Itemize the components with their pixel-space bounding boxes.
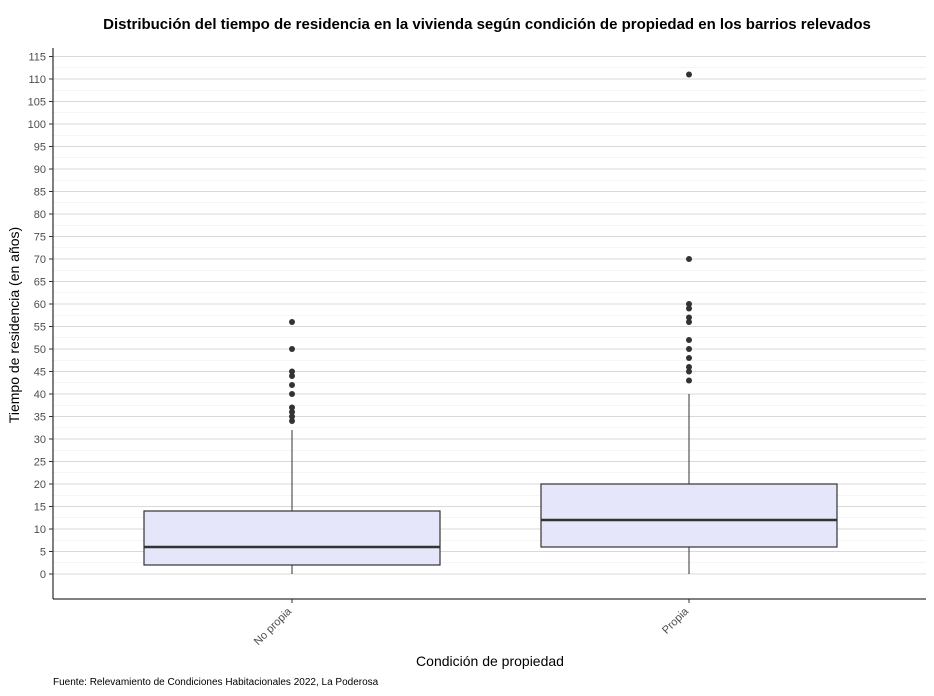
outlier-point	[289, 418, 295, 424]
y-tick-label: 60	[34, 299, 46, 311]
outlier-point	[289, 368, 295, 375]
outlier-point	[686, 377, 692, 384]
y-tick-label: 100	[28, 119, 46, 131]
iqr-box	[540, 483, 838, 548]
y-tick-label: 25	[34, 457, 46, 469]
outlier-point	[686, 71, 692, 78]
outlier-point	[289, 391, 295, 397]
y-tick-label: 20	[34, 479, 46, 491]
outlier-point	[686, 355, 692, 361]
axes	[52, 48, 926, 600]
y-tick-label: 80	[34, 209, 46, 221]
y-tick-label: 45	[34, 367, 46, 379]
x-axis-label: Condición de propiedad	[416, 653, 564, 669]
y-tick-label: 50	[34, 344, 46, 356]
outlier-point	[686, 314, 692, 321]
outlier-point	[686, 256, 692, 262]
outlier-point	[686, 346, 692, 352]
x-tick-label: No propia	[252, 605, 295, 648]
y-tick-label: 105	[28, 97, 46, 109]
y-tick-label: 15	[34, 502, 46, 514]
y-tick-label: 55	[34, 322, 46, 334]
outlier-point	[289, 319, 295, 325]
outlier-point	[289, 404, 295, 411]
y-tick-label: 95	[34, 142, 46, 154]
y-tick-label: 35	[34, 412, 46, 424]
y-tick-label: 65	[34, 277, 46, 289]
outlier-point	[289, 413, 295, 420]
outlier-point	[289, 346, 295, 352]
outlier-point	[686, 305, 692, 312]
outlier-point	[686, 368, 692, 375]
chart-caption: Fuente: Relevamiento de Condiciones Habi…	[53, 677, 379, 688]
outlier-point	[289, 409, 295, 415]
grid-lines	[53, 56, 926, 575]
y-axis-label: Tiempo de residencia (en años)	[6, 226, 22, 424]
outlier-point	[289, 373, 295, 379]
outlier-point	[686, 337, 692, 343]
boxes	[143, 71, 838, 574]
chart-title: Distribución del tiempo de residencia en…	[103, 16, 871, 33]
y-tick-label: 90	[34, 164, 46, 176]
y-tick-label: 110	[28, 74, 46, 86]
y-tick-label: 85	[34, 187, 46, 199]
outlier-point	[686, 301, 692, 307]
outlier-point	[686, 364, 692, 370]
y-tick-label: 0	[40, 569, 46, 581]
y-tick-label: 40	[34, 389, 46, 401]
y-tick-label: 70	[34, 254, 46, 266]
y-tick-label: 10	[34, 524, 46, 536]
box-no-propia	[143, 319, 441, 574]
box-propia	[540, 71, 838, 574]
y-tick-label: 75	[34, 232, 46, 244]
outlier-point	[686, 319, 692, 325]
y-tick-label: 5	[40, 547, 46, 559]
y-tick-label: 115	[28, 52, 46, 64]
iqr-box	[143, 510, 441, 566]
x-tick-label: Propia	[660, 605, 692, 637]
y-tick-label: 30	[34, 434, 46, 446]
outlier-point	[289, 382, 295, 388]
